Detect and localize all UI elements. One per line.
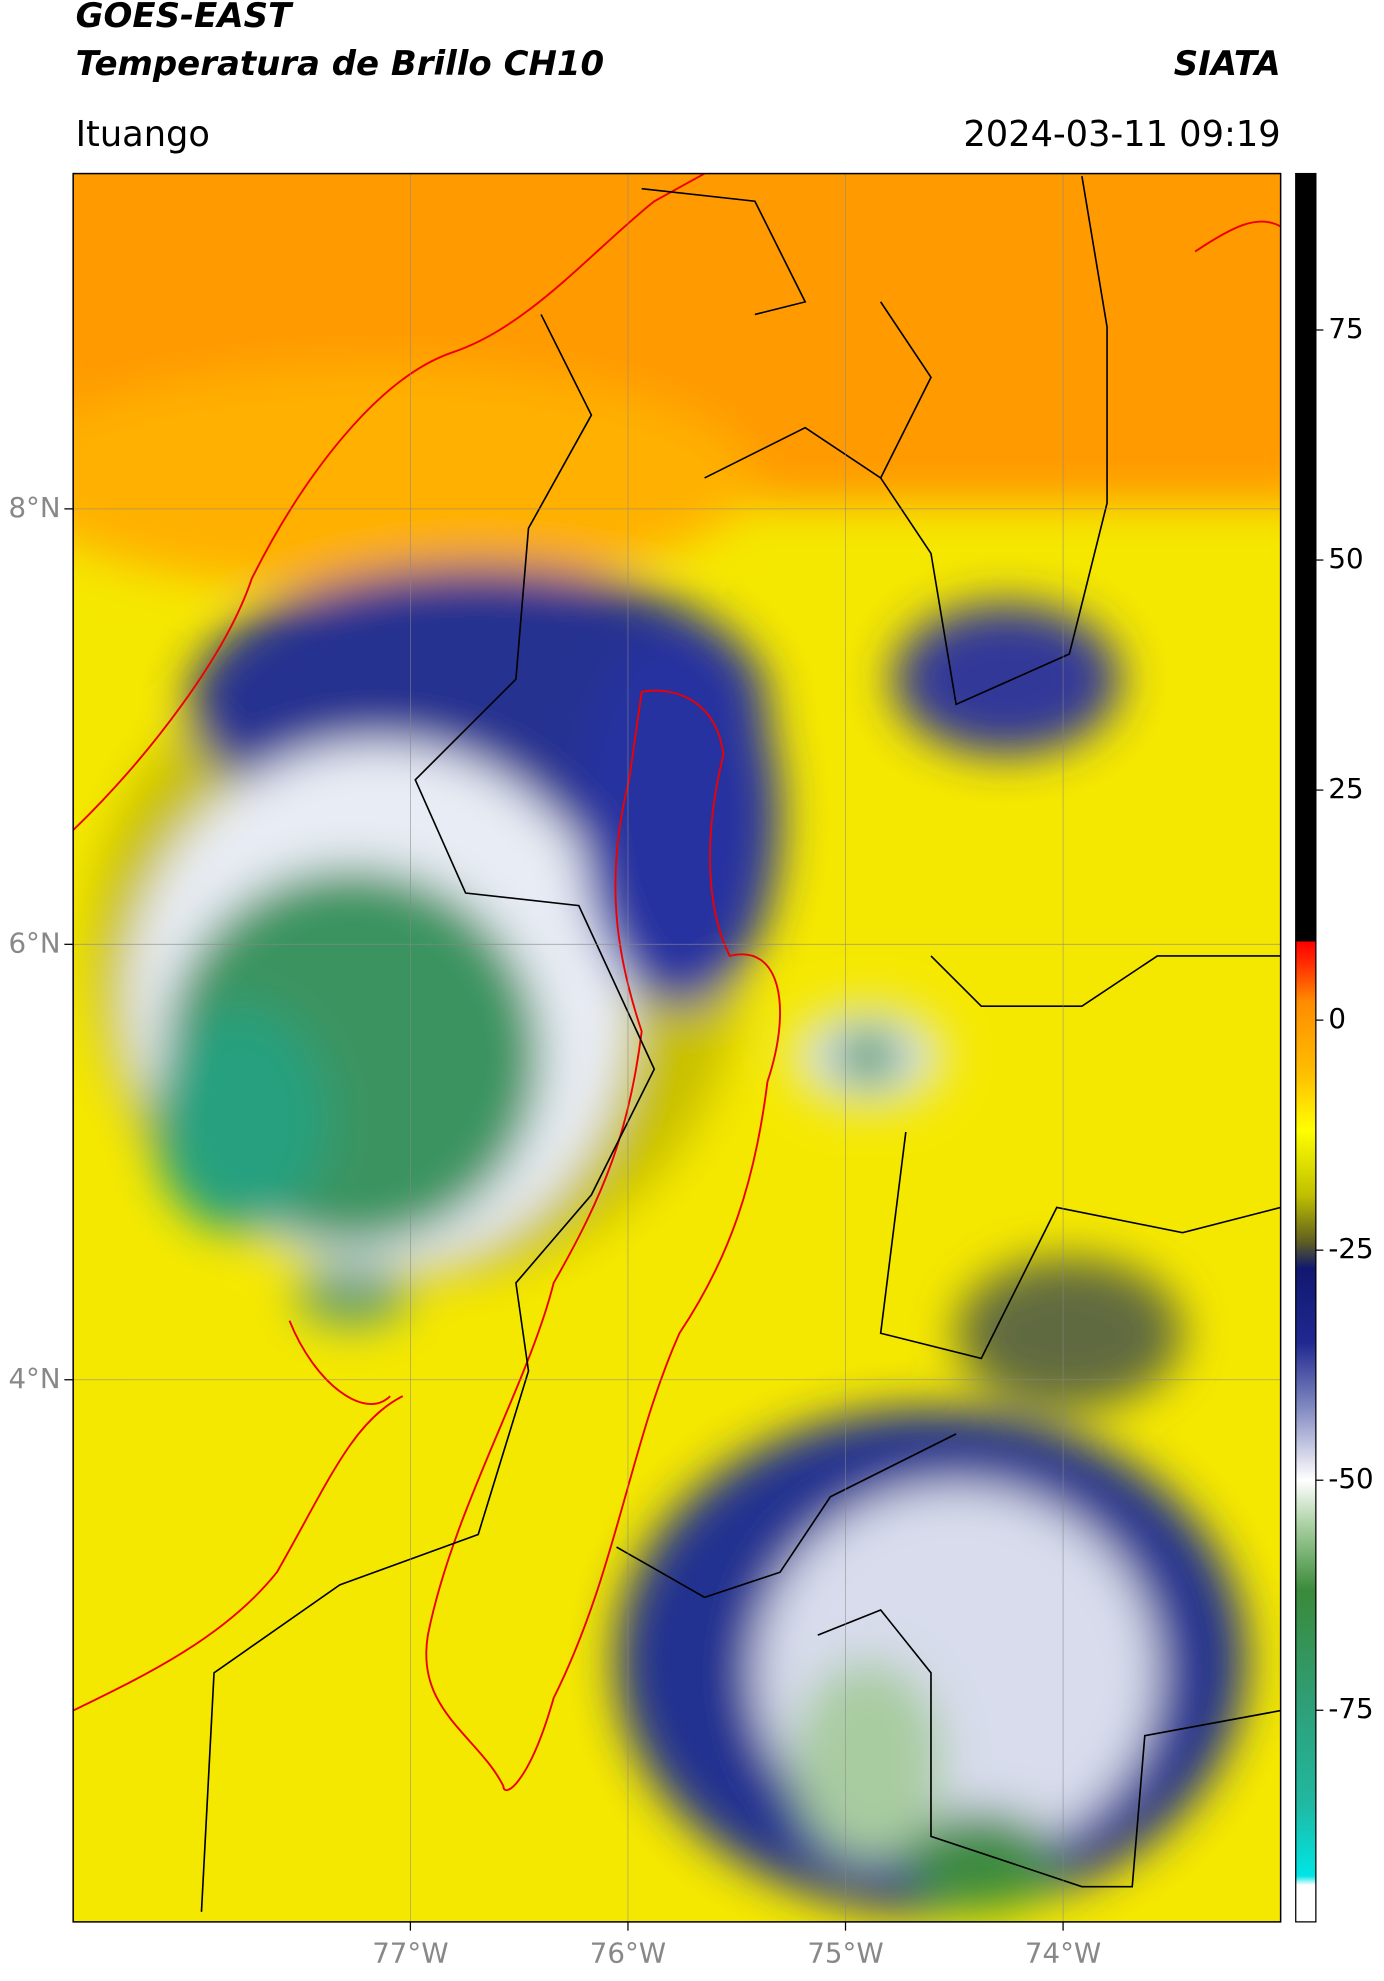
admin-borders [200,175,1281,1912]
map-frame [72,172,1282,1923]
colorbar-tick-label: -50 [1328,1462,1373,1495]
y-tick-label: 6°N [8,926,60,959]
x-tick-label: 75°W [807,1937,883,1970]
colorbar-tick-label: 25 [1328,772,1363,805]
coastline [73,173,1281,1712]
department-border [425,689,781,1791]
satellite-image [73,173,1281,1922]
y-tick-label: 4°N [8,1362,60,1395]
colorbar-tick-label: 50 [1328,542,1363,575]
colorbar-tick-label: -75 [1328,1692,1373,1725]
location: Ituango [76,114,210,155]
colorbar-tick-label: 0 [1328,1002,1346,1035]
brand: SIATA [1174,44,1281,84]
colorbar-tick-label: 75 [1328,312,1363,345]
x-tick-label: 77°W [372,1937,448,1970]
x-tick-label: 74°W [1025,1937,1101,1970]
satellite: GOES-EAST [76,0,294,36]
colorbar-tick-label: -25 [1328,1232,1373,1265]
y-tick-label: 8°N [8,491,60,524]
x-tick-label: 76°W [590,1937,666,1970]
colorbar [1295,172,1317,1923]
product: Temperatura de Brillo CH10 [76,44,604,84]
datetime: 2024-03-11 09:19 [963,114,1280,155]
